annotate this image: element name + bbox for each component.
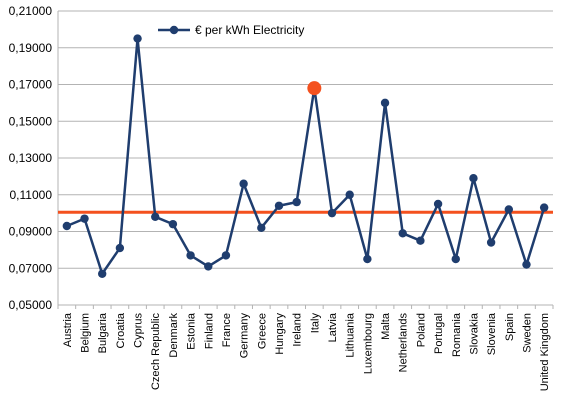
data-point xyxy=(416,236,425,245)
x-tick-label: Portugal xyxy=(433,313,445,354)
legend-label: € per kWh Electricity xyxy=(195,23,304,37)
data-point xyxy=(398,229,407,238)
data-point xyxy=(380,98,390,108)
data-point xyxy=(363,254,372,264)
x-tick-label: Slovenia xyxy=(486,312,498,355)
x-tick-label: Cyprus xyxy=(133,313,145,348)
data-point xyxy=(115,243,125,253)
x-tick-label: Hungary xyxy=(274,313,286,355)
x-tick-label: Latvia xyxy=(327,312,339,342)
gridlines xyxy=(58,10,553,269)
x-tick-label: Sweden xyxy=(521,313,533,353)
x-tick-label: Czech Republic xyxy=(150,313,162,391)
legend: € per kWh Electricity xyxy=(158,23,304,37)
data-point xyxy=(292,197,301,207)
x-tick-label: Netherlands xyxy=(398,313,410,373)
data-point xyxy=(62,221,72,231)
data-point xyxy=(274,201,284,210)
y-axis-ticks: 0,05000 0,07000 0,09000 0,11000 0,13000 0,150… xyxy=(9,4,53,312)
y-tick-label: 0,15000 xyxy=(9,114,53,128)
data-point xyxy=(221,251,231,260)
data-point xyxy=(257,223,266,233)
x-tick-label: Poland xyxy=(415,313,427,347)
x-tick-label: Romania xyxy=(451,312,463,357)
y-tick-label: 0,19000 xyxy=(9,41,53,55)
x-tick-label: Estonia xyxy=(186,312,198,350)
x-tick-label: Greece xyxy=(256,313,268,349)
x-tick-label: Croatia xyxy=(115,312,127,348)
data-point xyxy=(133,34,142,43)
highlight-point xyxy=(307,81,322,96)
data-point xyxy=(239,179,248,188)
data-point xyxy=(433,199,443,209)
x-tick-label: Germany xyxy=(239,313,251,359)
y-tick-label: 0,17000 xyxy=(9,78,53,92)
data-point xyxy=(151,212,160,221)
x-tick-label: United Kingdom xyxy=(539,313,551,391)
data-point xyxy=(186,251,195,260)
x-tick-label: Italy xyxy=(309,313,321,334)
x-axis-ticks: Austria Belgium Bulgaria Croatia Cyprus Czech… xyxy=(62,312,551,391)
y-tick-label: 0,21000 xyxy=(9,4,53,18)
y-tick-label: 0,09000 xyxy=(9,225,53,239)
x-tick-label: Lithuania xyxy=(345,312,357,358)
data-point xyxy=(97,269,107,278)
x-tick-label: Ireland xyxy=(292,313,304,347)
y-tick-label: 0,11000 xyxy=(10,188,53,202)
y-tick-label: 0,05000 xyxy=(9,298,53,312)
x-tick-label: Bulgaria xyxy=(97,312,109,353)
data-point xyxy=(204,262,213,271)
x-tick-label: Luxembourg xyxy=(362,313,374,374)
data-point xyxy=(345,190,354,199)
data-point xyxy=(504,205,514,214)
y-tick-label: 0,13000 xyxy=(9,151,53,165)
x-tick-label: Denmark xyxy=(168,313,180,358)
x-tick-label: Austria xyxy=(62,312,74,347)
y-tick-label: 0,07000 xyxy=(9,261,53,275)
legend-marker xyxy=(169,25,179,35)
series-line xyxy=(66,37,546,276)
axes xyxy=(57,11,554,309)
data-point xyxy=(327,208,337,218)
data-point xyxy=(80,214,89,223)
data-point xyxy=(539,203,549,212)
data-point xyxy=(469,174,478,183)
x-tick-label: Belgium xyxy=(80,313,92,353)
series-group xyxy=(62,34,549,278)
data-point xyxy=(522,260,531,269)
x-tick-label: Slovakia xyxy=(468,312,480,354)
x-tick-label: Malta xyxy=(380,312,392,340)
data-point xyxy=(451,254,460,264)
data-point xyxy=(168,219,178,229)
data-point xyxy=(486,238,496,247)
x-tick-label: France xyxy=(221,313,233,347)
x-tick-label: Spain xyxy=(504,313,516,341)
x-tick-label: Finland xyxy=(203,313,215,349)
